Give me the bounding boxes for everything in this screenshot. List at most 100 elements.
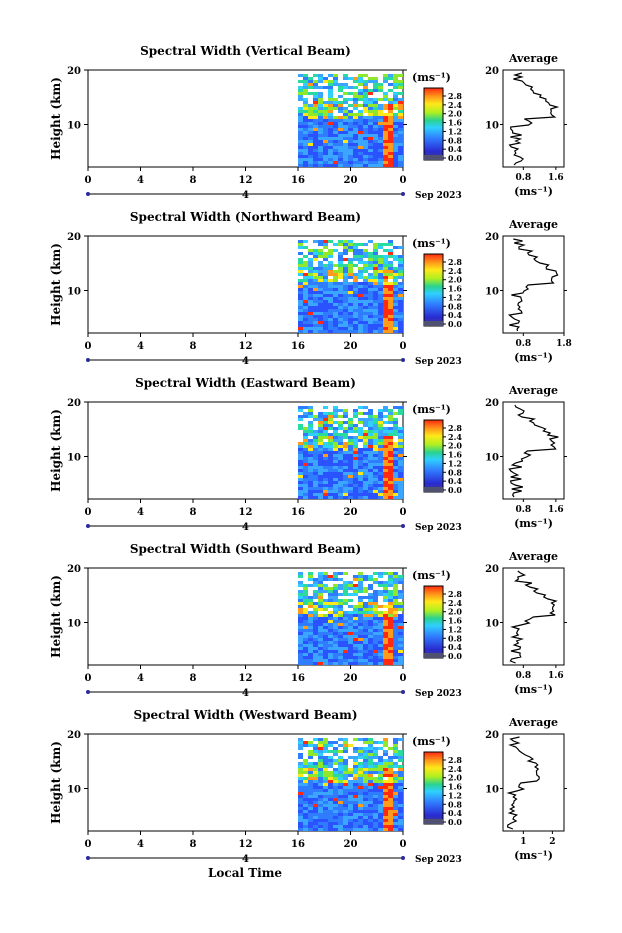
heatmap-cell <box>393 771 398 774</box>
heatmap-cell <box>328 439 333 442</box>
heatmap-cell <box>343 762 348 765</box>
heatmap-cell <box>383 620 388 623</box>
heatmap-cell <box>353 409 358 412</box>
heatmap-cell <box>383 632 388 635</box>
heatmap-cell <box>378 487 383 490</box>
heatmap-cell <box>308 659 313 662</box>
heatmap-cell <box>343 587 348 590</box>
heatmap-cell <box>368 315 373 318</box>
heatmap-cell <box>368 327 373 330</box>
heatmap-cell <box>313 285 318 288</box>
colorbar-tick-label: 0.8 <box>448 467 462 477</box>
heatmap-cell <box>298 134 303 137</box>
heatmap-cell <box>338 291 343 294</box>
average-y-tick-label: 20 <box>485 66 499 77</box>
average-y-tick-label: 20 <box>485 232 499 243</box>
heatmap-cell <box>358 795 363 798</box>
heatmap-cell <box>318 104 323 107</box>
heatmap-cell <box>393 656 398 659</box>
heatmap-cell <box>338 303 343 306</box>
heatmap-cell <box>338 83 343 86</box>
heatmap-cell <box>383 448 388 451</box>
heatmap-cell <box>358 780 363 783</box>
heatmap-cell <box>298 653 303 656</box>
heatmap-cell <box>398 605 403 608</box>
heatmap-cell <box>308 780 313 783</box>
heatmap-cell <box>333 445 338 448</box>
heatmap-cell <box>373 294 378 297</box>
heatmap-cell <box>358 119 363 122</box>
heatmap-cell <box>383 445 388 448</box>
heatmap-cell <box>338 324 343 327</box>
heatmap-cell <box>323 608 328 611</box>
heatmap-cell <box>393 134 398 137</box>
heatmap-cell <box>328 819 333 822</box>
heatmap-cell <box>353 490 358 493</box>
heatmap-cell <box>358 291 363 294</box>
heatmap-cell <box>308 807 313 810</box>
heatmap-cell <box>308 445 313 448</box>
heatmap-cell <box>308 617 313 620</box>
heatmap-cell <box>298 122 303 125</box>
heatmap-cell <box>323 155 328 158</box>
heatmap-cell <box>313 641 318 644</box>
heatmap-cell <box>388 620 393 623</box>
heatmap-cell <box>378 276 383 279</box>
heatmap-cell <box>348 249 353 252</box>
heatmap-cell <box>328 412 333 415</box>
heatmap-cell <box>338 267 343 270</box>
heatmap-cell <box>353 306 358 309</box>
heatmap-cell <box>368 747 373 750</box>
heatmap-cell <box>378 765 383 768</box>
heatmap-cell <box>353 279 358 282</box>
heatmap-cell <box>318 617 323 620</box>
heatmap-cell <box>383 460 388 463</box>
heatmap-cell <box>358 164 363 167</box>
heatmap-cell <box>338 294 343 297</box>
heatmap-cell <box>328 421 333 424</box>
heatmap-cell <box>348 819 353 822</box>
heatmap-cell <box>318 626 323 629</box>
heatmap-cell <box>388 104 393 107</box>
heatmap-cell <box>383 819 388 822</box>
heatmap-cell <box>323 424 328 427</box>
heatmap-cell <box>313 750 318 753</box>
heatmap-cell <box>303 828 308 831</box>
heatmap-cell <box>393 747 398 750</box>
heatmap-cell <box>303 481 308 484</box>
heatmap-cell <box>308 481 313 484</box>
heatmap-cell <box>333 644 338 647</box>
heatmap-cell <box>323 786 328 789</box>
heatmap-cell <box>378 792 383 795</box>
heatmap-cell <box>303 113 308 116</box>
heatmap-cell <box>338 318 343 321</box>
heatmap-cell <box>343 318 348 321</box>
heatmap-cell <box>313 164 318 167</box>
heatmap-cell <box>308 792 313 795</box>
heatmap-cell <box>313 318 318 321</box>
heatmap-cell <box>383 300 388 303</box>
heatmap-cell <box>303 279 308 282</box>
heatmap-cell <box>388 774 393 777</box>
heatmap-cell <box>388 297 393 300</box>
heatmap-cell <box>298 80 303 83</box>
heatmap-cell <box>308 107 313 110</box>
heatmap-cell <box>378 424 383 427</box>
heatmap-cell <box>358 605 363 608</box>
heatmap-cell <box>348 599 353 602</box>
heatmap-cell <box>368 149 373 152</box>
heatmap-cell <box>383 617 388 620</box>
heatmap-cell <box>328 418 333 421</box>
heatmap-cell <box>368 614 373 617</box>
heatmap-cell <box>348 282 353 285</box>
heatmap-cell <box>398 617 403 620</box>
heatmap-cell <box>298 297 303 300</box>
heatmap-cell <box>368 762 373 765</box>
heatmap-cell <box>358 312 363 315</box>
heatmap-cell <box>373 152 378 155</box>
heatmap-cell <box>338 107 343 110</box>
heatmap-cell <box>373 300 378 303</box>
heatmap-cell <box>378 638 383 641</box>
heatmap-cell <box>368 433 373 436</box>
heatmap-cell <box>368 291 373 294</box>
